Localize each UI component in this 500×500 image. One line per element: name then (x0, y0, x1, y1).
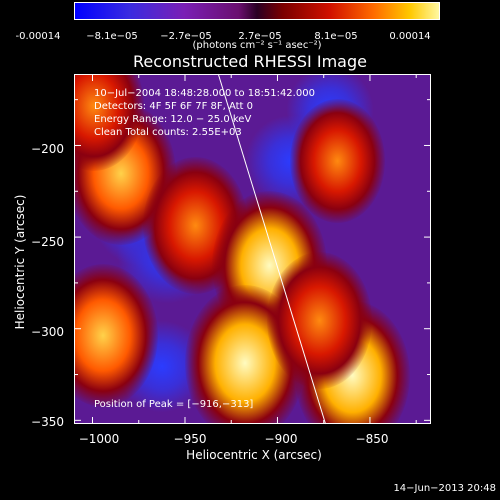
x-tick-label: −900 (264, 432, 298, 446)
colorbar-units: (photons cm⁻² s⁻¹ asec⁻²) (192, 40, 322, 51)
detectors-text: Detectors: 4F 5F 6F 7F 8F, Att 0 (94, 101, 254, 112)
colorbar-tick: −8.1e−05 (86, 31, 138, 42)
colorbar-tick: 0.00014 (389, 31, 431, 42)
y-tick-label: −200 (31, 142, 64, 156)
peak-position-text: Position of Peak = [−916,−313] (94, 399, 254, 410)
clean-counts-text: Clean Total counts: 2.55E+03 (94, 127, 242, 138)
heatmap-plot (74, 74, 431, 424)
y-tick-label: −350 (31, 415, 64, 429)
energy-range-text: Energy Range: 12.0 − 25.0 keV (94, 114, 252, 125)
colorbar-tick: 8.1e−05 (314, 31, 358, 42)
colorbar (74, 2, 440, 20)
x-axis-label: Heliocentric X (arcsec) (186, 448, 322, 462)
x-tick-label: −950 (173, 432, 207, 446)
hot-spot (290, 99, 386, 223)
colorbar-tick: -0.00014 (15, 31, 61, 42)
y-tick-label: −250 (31, 235, 64, 249)
x-tick-label: −1000 (78, 432, 120, 446)
y-tick-label: −300 (31, 325, 64, 339)
time-range-text: 10−Jul−2004 18:48:28.000 to 18:51:42.000 (94, 88, 315, 99)
x-tick-label: −850 (355, 432, 389, 446)
limb-line (217, 73, 327, 425)
date-stamp: 14−Jun−2013 20:48 (393, 483, 496, 494)
chart-title: Reconstructed RHESSI Image (133, 52, 367, 71)
colorbar-tick: 2.7e−05 (238, 31, 282, 42)
hot-spot (266, 252, 372, 389)
colorbar-tick: −2.7e−05 (160, 31, 212, 42)
hot-spot (75, 263, 158, 407)
